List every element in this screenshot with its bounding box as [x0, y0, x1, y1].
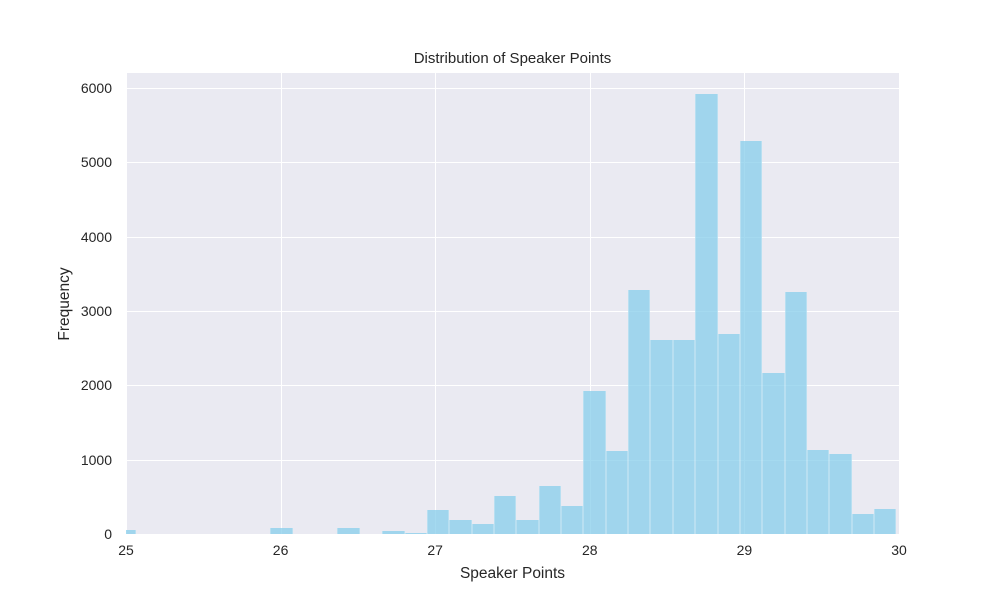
y-tick-label: 1000: [80, 451, 112, 468]
histogram-bar: [561, 505, 584, 534]
histogram-bar: [538, 485, 562, 534]
histogram-bar: [739, 141, 763, 534]
histogram-bar: [583, 390, 606, 534]
histogram-bar: [270, 527, 293, 534]
histogram-bar: [806, 449, 830, 534]
histogram-bar: [516, 519, 539, 534]
x-tick-label: 27: [427, 542, 443, 558]
y-axis-label: Frequency: [56, 267, 73, 341]
histogram-bar: [126, 529, 137, 534]
grid-line-vertical: [126, 73, 127, 534]
grid-line-horizontal: [126, 236, 899, 238]
x-tick-label: 25: [118, 542, 134, 558]
histogram-bar: [717, 333, 740, 534]
histogram-bar: [471, 524, 494, 534]
x-tick-label: 28: [582, 542, 598, 558]
histogram-bar: [449, 519, 472, 534]
y-tick-label: 2000: [80, 377, 112, 394]
y-tick-label: 0: [104, 526, 112, 542]
grid-line-horizontal: [126, 87, 899, 89]
x-axis-label: Speaker Points: [459, 565, 566, 582]
grid-line-horizontal: [126, 385, 899, 387]
grid-line-horizontal: [126, 459, 899, 461]
histogram-bar: [695, 94, 718, 534]
grid-line-horizontal: [126, 162, 899, 164]
histogram-bar: [650, 339, 673, 534]
y-tick-label: 4000: [80, 228, 112, 245]
grid-line-vertical: [435, 73, 437, 534]
histogram-bar: [762, 372, 785, 534]
histogram-bar: [874, 508, 897, 534]
x-tick-label: 26: [272, 542, 289, 558]
histogram-bar: [382, 531, 405, 534]
x-tick-label: 29: [736, 542, 753, 558]
plot-area: [126, 73, 899, 534]
histogram-bar: [829, 453, 852, 534]
histogram-bar: [784, 291, 807, 534]
histogram-bar: [337, 527, 360, 534]
histogram-bar: [672, 339, 696, 534]
grid-line-vertical: [280, 73, 282, 534]
x-tick-label: 30: [891, 542, 907, 558]
y-tick-label: 6000: [80, 79, 112, 96]
histogram-bar: [605, 450, 629, 534]
y-tick-label: 5000: [80, 154, 112, 171]
histogram-bar: [426, 509, 450, 534]
histogram-bar: [851, 513, 874, 534]
chart-title: Distribution of Speaker Points: [413, 50, 612, 67]
y-tick-label: 3000: [80, 302, 112, 319]
grid-line-vertical: [589, 73, 591, 534]
histogram-bar: [628, 289, 651, 534]
histogram-bar: [493, 495, 517, 534]
grid-line-horizontal: [126, 310, 899, 312]
histogram-bar: [404, 533, 427, 534]
